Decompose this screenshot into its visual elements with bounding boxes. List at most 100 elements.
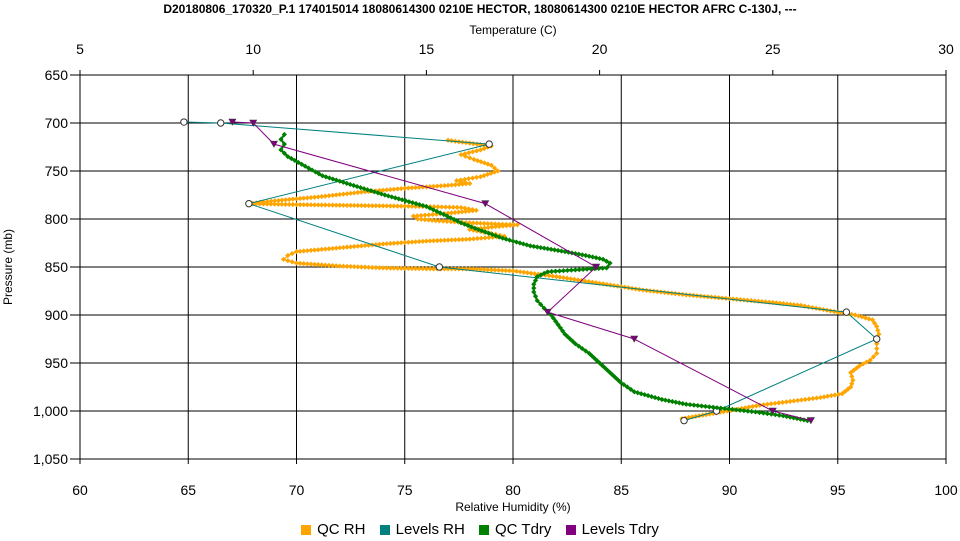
data-point-qc-tdry [555, 247, 561, 254]
data-point-qc-rh [495, 168, 501, 174]
data-point-qc-rh [875, 327, 881, 333]
data-point-qc-rh [282, 201, 289, 207]
data-point-qc-rh [488, 267, 494, 273]
data-point-qc-rh [855, 313, 862, 319]
data-point-qc-rh [412, 265, 419, 272]
data-point-qc-tdry [698, 403, 705, 409]
y-tick-label: 850 [45, 259, 69, 275]
data-point-qc-tdry [441, 211, 447, 218]
legend-swatch-levels-tdry [565, 524, 576, 535]
data-point-qc-rh [806, 396, 812, 402]
data-point-qc-rh [770, 299, 776, 306]
data-point-qc-tdry [589, 353, 595, 359]
data-point-qc-tdry [584, 266, 590, 272]
data-point-qc-rh [867, 357, 873, 363]
data-point-qc-rh [466, 206, 472, 212]
data-point-qc-rh [755, 298, 761, 304]
legend-item-qc-rh[interactable]: QC RH [301, 521, 365, 538]
data-point-qc-rh [373, 242, 379, 248]
level-marker-levels-tdry [543, 308, 552, 316]
data-point-qc-rh [366, 264, 372, 270]
level-marker-levels-rh [485, 140, 493, 148]
level-marker-levels-rh [873, 335, 881, 343]
data-point-qc-tdry [631, 389, 637, 395]
data-point-qc-tdry [541, 305, 547, 311]
y-tick-label: 800 [45, 211, 69, 227]
data-point-qc-tdry [602, 365, 608, 371]
data-point-qc-tdry [319, 173, 326, 179]
data-point-qc-tdry [556, 268, 563, 274]
data-point-qc-rh [471, 156, 477, 163]
data-point-qc-tdry [510, 238, 516, 244]
data-point-qc-rh [744, 297, 751, 303]
data-point-qc-rh [326, 193, 332, 199]
legend-item-levels-rh[interactable]: Levels RH [379, 520, 465, 538]
data-point-qc-rh [337, 245, 343, 251]
legend-item-qc-tdry[interactable]: QC Tdry [479, 521, 551, 538]
legend-item-levels-tdry[interactable]: Levels Tdry [565, 521, 659, 538]
data-point-qc-tdry [399, 197, 405, 203]
data-point-qc-rh [478, 235, 484, 241]
data-point-qc-rh [329, 245, 336, 252]
data-point-qc-rh [860, 361, 866, 367]
level-marker-levels-tdry [806, 417, 815, 425]
series-levels-tdry [228, 118, 815, 425]
data-point-qc-rh [326, 262, 332, 268]
data-point-qc-rh [301, 261, 307, 267]
data-point-qc-rh [289, 259, 295, 265]
data-point-qc-rh [485, 267, 491, 273]
data-point-qc-tdry [278, 147, 284, 153]
data-point-qc-tdry [725, 406, 732, 412]
data-point-qc-rh [301, 248, 307, 254]
data-point-qc-tdry [557, 325, 563, 331]
x-top-tick-label: 15 [419, 41, 435, 57]
data-point-qc-rh [462, 151, 468, 157]
data-point-qc-rh [423, 266, 429, 272]
data-point-qc-rh [741, 297, 747, 303]
data-point-qc-rh [394, 203, 401, 209]
data-point-qc-tdry [568, 267, 574, 273]
data-point-qc-rh [337, 191, 343, 198]
data-point-qc-rh [486, 234, 492, 241]
data-point-qc-rh [795, 397, 801, 404]
data-point-qc-rh [402, 185, 408, 191]
data-point-qc-rh [333, 263, 339, 269]
data-point-qc-tdry [642, 392, 648, 398]
data-point-qc-rh [449, 266, 455, 272]
data-point-qc-rh [351, 190, 357, 196]
data-point-qc-rh [329, 202, 336, 208]
data-point-qc-rh [391, 265, 397, 271]
data-point-qc-tdry [586, 253, 592, 259]
data-point-qc-rh [380, 265, 386, 271]
data-point-qc-rh [779, 399, 786, 405]
data-point-qc-rh [376, 187, 383, 194]
data-point-qc-tdry [527, 243, 533, 249]
data-point-qc-tdry [579, 252, 585, 258]
data-point-qc-rh [311, 202, 318, 208]
level-marker-levels-tdry [630, 335, 639, 343]
data-point-qc-tdry [458, 220, 464, 226]
data-point-qc-rh [433, 218, 439, 224]
data-point-qc-tdry [532, 277, 539, 284]
data-point-qc-rh [416, 238, 422, 245]
data-point-qc-rh [488, 221, 494, 227]
data-point-qc-rh [319, 193, 325, 200]
data-point-qc-rh [571, 276, 577, 282]
data-point-qc-tdry [506, 237, 513, 243]
data-point-qc-rh [810, 395, 816, 402]
data-point-qc-rh [405, 239, 411, 245]
data-point-qc-tdry [309, 167, 315, 173]
data-point-qc-rh [272, 198, 278, 204]
data-point-qc-rh [431, 238, 437, 244]
data-point-qc-tdry [801, 417, 807, 423]
data-point-qc-rh [337, 263, 343, 269]
data-point-qc-rh [477, 147, 484, 153]
data-point-qc-rh [429, 217, 435, 223]
data-point-qc-rh [322, 262, 328, 268]
data-point-qc-rh [435, 204, 441, 210]
legend-label-levels-rh: Levels RH [395, 520, 465, 538]
data-point-qc-rh [496, 221, 502, 227]
level-marker-levels-tdry [481, 200, 490, 208]
data-point-qc-rh [311, 194, 318, 200]
data-point-qc-rh [491, 165, 498, 171]
